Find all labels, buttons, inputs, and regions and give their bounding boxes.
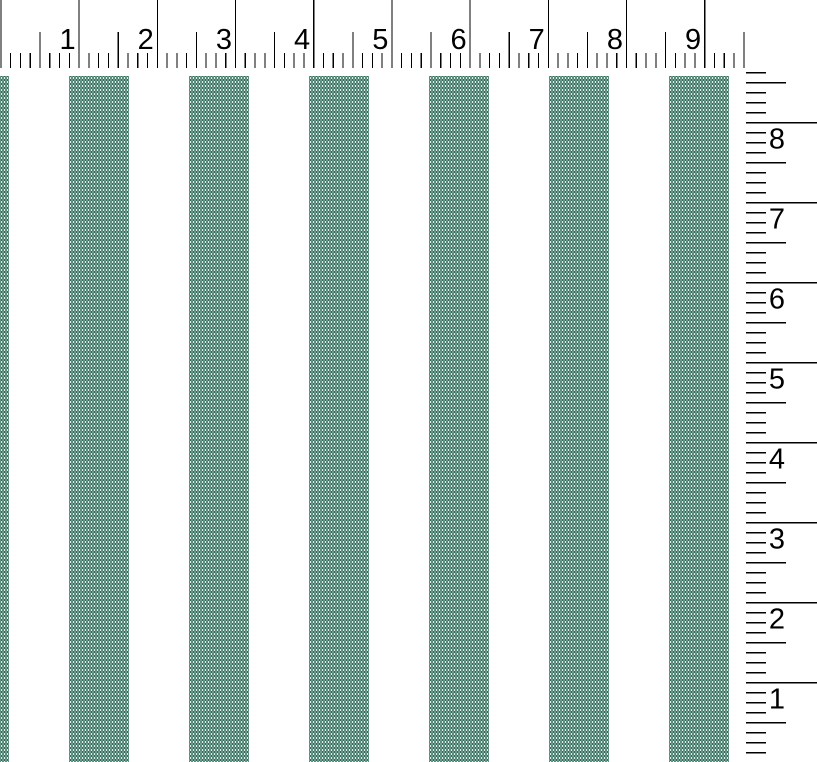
right-ruler-number: 8 <box>769 123 785 155</box>
stripe <box>0 76 9 762</box>
top-ruler-tick-marks <box>0 0 745 68</box>
stripe <box>429 76 489 762</box>
right-ruler-number: 2 <box>769 603 785 635</box>
right-ruler-tick-marks <box>746 72 817 754</box>
right-ruler: 1 2 3 4 5 6 7 8 <box>733 70 817 762</box>
top-ruler-number: 4 <box>294 24 310 56</box>
top-ruler-numbers: 1 2 3 4 5 6 7 8 9 <box>59 24 701 56</box>
right-ruler-number: 1 <box>769 683 785 715</box>
top-ruler-number: 9 <box>685 24 701 56</box>
right-ruler-number: 5 <box>769 363 785 395</box>
stripe <box>549 76 609 762</box>
top-ruler-number: 5 <box>372 24 388 56</box>
stripe <box>309 76 369 762</box>
top-ruler-number: 2 <box>138 24 154 56</box>
top-ruler-number: 3 <box>216 24 232 56</box>
top-ruler-number: 1 <box>59 24 75 56</box>
right-ruler-numbers: 1 2 3 4 5 6 7 8 <box>769 123 785 715</box>
right-ruler-number: 4 <box>769 443 785 475</box>
right-ruler-number: 3 <box>769 523 785 555</box>
stripe <box>69 76 129 762</box>
top-ruler-number: 6 <box>450 24 466 56</box>
top-ruler-number: 8 <box>607 24 623 56</box>
top-ruler-number: 7 <box>529 24 545 56</box>
right-ruler-number: 6 <box>769 283 785 315</box>
stripe <box>669 76 729 762</box>
top-ruler: 1 2 3 4 5 6 7 8 9 <box>0 0 817 70</box>
stripe <box>189 76 249 762</box>
right-ruler-number: 7 <box>769 203 785 235</box>
